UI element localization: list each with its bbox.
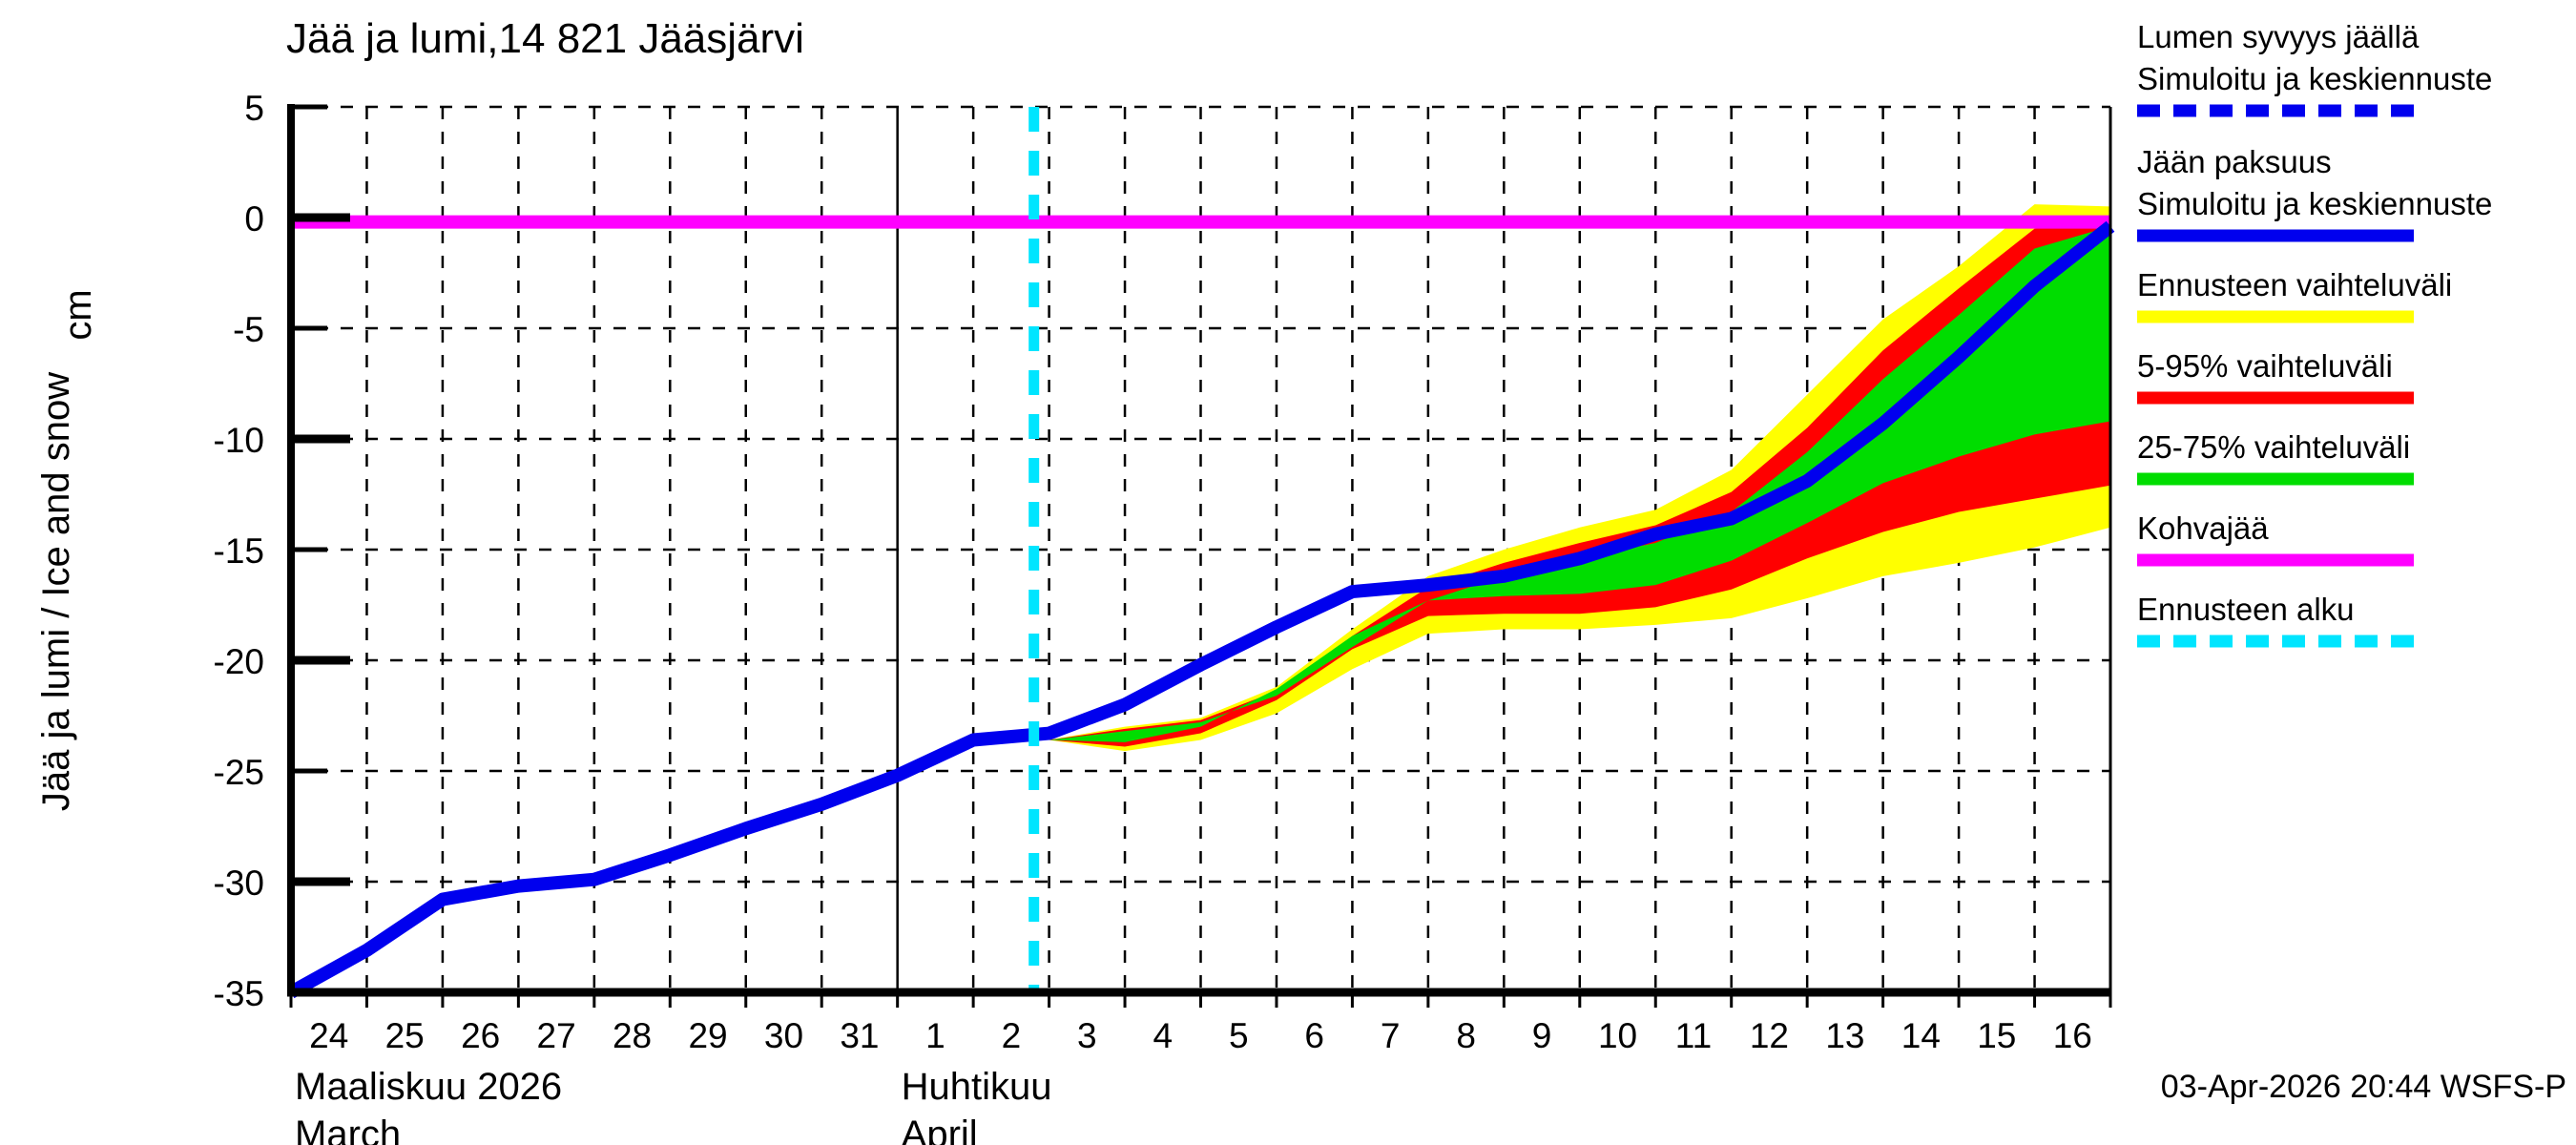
uncertainty-bands [1049, 204, 2110, 752]
y-axis-tick-label: -30 [214, 864, 264, 903]
x-axis-month-label-en: April [902, 1114, 978, 1145]
x-axis-tick-label: 8 [1456, 1016, 1476, 1055]
x-axis-month-label-en: March [295, 1114, 401, 1145]
y-axis-title: Jää ja lumi / Ice and snow [35, 372, 77, 811]
y-axis-tick-label: -5 [233, 310, 264, 349]
x-axis-tick-label: 28 [613, 1016, 652, 1055]
x-axis-tick-label: 15 [1977, 1016, 2016, 1055]
x-axis-tick-label: 3 [1077, 1016, 1097, 1055]
x-axis-tick-label: 9 [1532, 1016, 1552, 1055]
x-axis-tick-label: 27 [537, 1016, 576, 1055]
x-axis-month-labels: Maaliskuu 2026 March Huhtikuu April [295, 1066, 1052, 1145]
x-axis-month-label-fi: Huhtikuu [902, 1066, 1052, 1108]
x-axis-tick-label: 24 [309, 1016, 348, 1055]
x-axis-tick-label: 25 [385, 1016, 425, 1055]
legend-entry-label[interactable]: Kohvajää [2137, 510, 2269, 546]
legend-group-heading: Lumen syvyys jäällä [2137, 19, 2420, 54]
x-axis-tick-label: 13 [1825, 1016, 1864, 1055]
x-axis-tick-label: 4 [1153, 1016, 1173, 1055]
x-axis-tick-label: 26 [461, 1016, 500, 1055]
x-axis-tick-label: 29 [688, 1016, 727, 1055]
x-axis-tick-label: 14 [1901, 1016, 1941, 1055]
x-axis-month-label-fi: Maaliskuu 2026 [295, 1066, 562, 1108]
legend-entry-label[interactable]: Simuloitu ja keskiennuste [2137, 186, 2492, 221]
band-area [1049, 226, 2110, 742]
y-axis-tick-label: -35 [214, 974, 264, 1013]
x-axis-tick-label: 31 [840, 1016, 879, 1055]
y-axis-tick-label: -15 [214, 531, 264, 571]
y-axis-tick-label: 0 [244, 199, 264, 239]
y-axis-tick-label: 5 [244, 89, 264, 128]
page-title: Jää ja lumi,14 821 Jääsjärvi [286, 15, 804, 62]
x-axis-tick-label: 2 [1002, 1016, 1022, 1055]
legend-entry-label[interactable]: 25-75% vaihteluväli [2137, 429, 2410, 465]
legend-entry-label[interactable]: 5-95% vaihteluväli [2137, 348, 2393, 384]
x-axis-tick-label: 7 [1381, 1016, 1401, 1055]
y-axis-ticks: 5 0 -5 -10 -15 -20 -25 -30 -35 [214, 89, 264, 1013]
data-series [287, 215, 2115, 999]
x-axis-ticks: 24 25 26 27 28 29 30 31 1 2 3 4 5 6 7 8 9 10 11 12 13 14 15 16 [309, 1016, 2092, 1055]
x-axis-tick-label: 10 [1598, 1016, 1637, 1055]
x-axis-tick-label: 12 [1750, 1016, 1789, 1055]
x-axis-tick-label: 1 [925, 1016, 945, 1055]
x-axis-tick-label: 5 [1229, 1016, 1249, 1055]
legend-entry-label[interactable]: Ennusteen vaihteluväli [2137, 267, 2452, 302]
axes [287, 104, 2112, 1008]
legend-entry-label[interactable]: Simuloitu ja keskiennuste [2137, 61, 2492, 96]
footer-timestamp: 03-Apr-2026 20:44 WSFS-P [2161, 1069, 2566, 1105]
x-axis-tick-label: 11 [1675, 1016, 1712, 1055]
legend: Lumen syvyys jäällä Simuloitu ja keskienn… [2137, 19, 2492, 648]
y-axis-unit: cm [57, 289, 99, 340]
y-axis-tick-label: -20 [214, 642, 264, 681]
legend-group-heading: Jään paksuus [2137, 144, 2332, 179]
x-axis-tick-label: 30 [764, 1016, 803, 1055]
legend-entry-label[interactable]: Ennusteen alku [2137, 592, 2355, 627]
x-axis-tick-label: 16 [2053, 1016, 2092, 1055]
series-line [287, 220, 2115, 999]
x-axis-tick-label: 6 [1304, 1016, 1324, 1055]
y-axis-tick-label: -10 [214, 421, 264, 460]
y-axis-tick-label: -25 [214, 753, 264, 792]
